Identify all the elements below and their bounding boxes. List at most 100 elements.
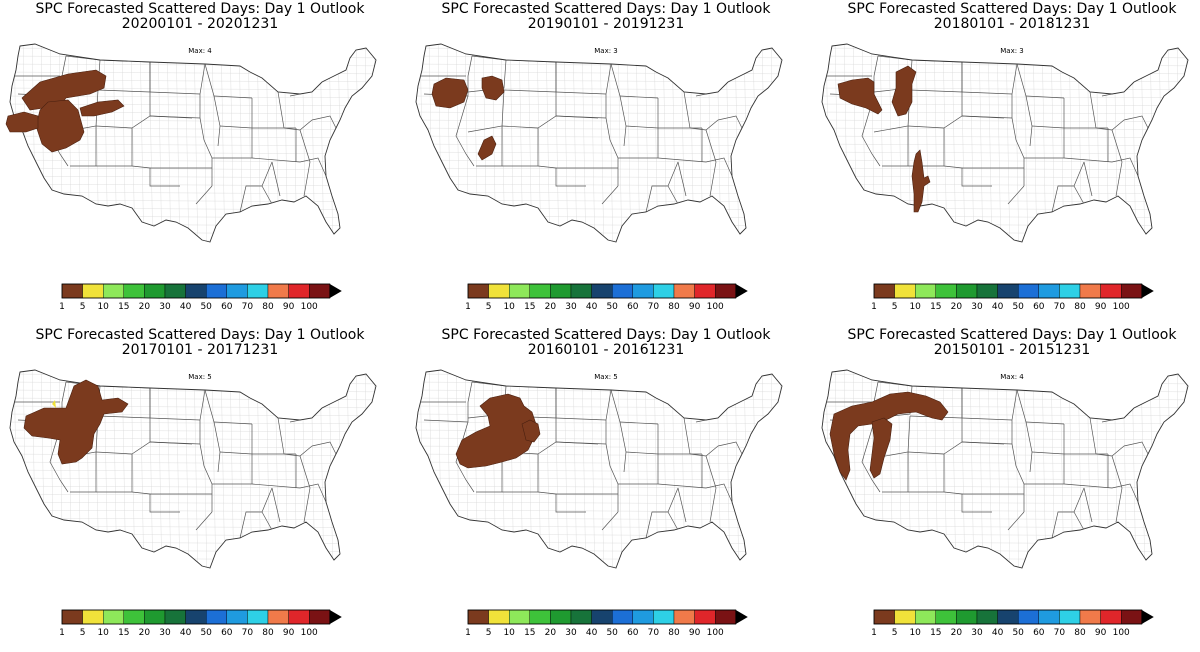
colorbar-segment — [123, 283, 145, 299]
colorbar-segment — [309, 609, 331, 625]
us-outline — [9, 369, 377, 569]
colorbar-tick-label: 20 — [138, 628, 151, 638]
panel-period: 20180101 - 20181231 — [933, 16, 1091, 32]
colorbar — [467, 609, 748, 625]
colorbar-segment — [997, 283, 1019, 299]
panel-period: 20160101 - 20161231 — [527, 342, 685, 358]
colorbar-segment — [1017, 609, 1039, 625]
colorbar-overflow-arrow — [1141, 284, 1154, 298]
colorbar-tick-label: 30 — [565, 628, 577, 638]
colorbar-overflow-arrow — [329, 284, 342, 298]
panel-title: SPC Forecasted Scattered Days: Day 1 Out… — [35, 327, 365, 343]
colorbar-tick-label: 20 — [544, 302, 557, 312]
colorbar-segment — [61, 283, 83, 299]
colorbar-tick-label: 20 — [138, 302, 151, 312]
colorbar-segment — [653, 283, 675, 299]
colorbar-segment — [653, 609, 675, 625]
colorbar-tick-label: 10 — [97, 302, 109, 312]
colorbar-tick-label: 30 — [971, 628, 983, 638]
state-lines — [421, 55, 743, 213]
colorbar-segment — [591, 609, 613, 625]
colorbar-tick-label: 100 — [1112, 302, 1130, 312]
colorbar-tick-label: 1 — [465, 302, 471, 312]
colorbar-tick-label: 80 — [1074, 302, 1086, 312]
panel-title: SPC Forecasted Scattered Days: Day 1 Out… — [441, 327, 771, 343]
colorbar-segment — [529, 283, 551, 299]
colorbar-segment — [185, 609, 207, 625]
colorbar-segment — [164, 609, 186, 625]
colorbar-tick-label: 15 — [524, 302, 536, 312]
colorbar-segment — [570, 283, 592, 299]
colorbar-segment — [164, 283, 186, 299]
colorbar-segment — [956, 609, 978, 625]
scattered-risk-area — [455, 393, 537, 469]
colorbar-tick-label: 50 — [200, 302, 212, 312]
colorbar-segment — [247, 609, 269, 625]
colorbar — [467, 283, 748, 299]
colorbar-tick-label: 80 — [1074, 628, 1086, 638]
colorbar-segment — [288, 609, 310, 625]
scattered-risk-area — [5, 111, 39, 133]
colorbar-tick-label: 40 — [991, 628, 1004, 638]
us-map — [821, 369, 1189, 569]
us-outline — [821, 369, 1189, 569]
colorbar-tick-label: 80 — [668, 302, 680, 312]
colorbar-segment — [914, 283, 936, 299]
colorbar-tick-label: 100 — [706, 628, 724, 638]
colorbar-tick-label: 70 — [241, 628, 254, 638]
scattered-risk-area — [521, 419, 541, 443]
colorbar-tick-label: 5 — [79, 302, 86, 312]
colorbar-segment — [102, 609, 124, 625]
colorbar-tick-label: 100 — [300, 302, 318, 312]
colorbar-segment — [611, 609, 633, 625]
scattered-risk-area — [869, 417, 893, 479]
colorbar-tick-label: 60 — [627, 302, 639, 312]
colorbar-segment — [976, 609, 998, 625]
colorbar-segment — [715, 609, 737, 625]
max-label: Max: 4 — [188, 47, 212, 55]
colorbar-tick-label: 60 — [627, 628, 639, 638]
max-label: Max: 5 — [594, 373, 618, 381]
colorbar-tick-label: 30 — [159, 302, 171, 312]
max-label: Max: 5 — [188, 373, 212, 381]
colorbar-segment — [205, 609, 227, 625]
colorbar-segment — [488, 609, 510, 625]
colorbar-tick-label: 70 — [1053, 302, 1066, 312]
colorbar-tick-label: 90 — [688, 628, 701, 638]
colorbar-overflow-arrow — [1141, 610, 1154, 624]
colorbar-tick-label: 70 — [1053, 628, 1066, 638]
colorbar-tick-label: 30 — [971, 302, 983, 312]
colorbar-segment — [1059, 609, 1081, 625]
colorbar-tick-label: 10 — [909, 302, 921, 312]
colorbar-segment — [1121, 609, 1143, 625]
outlook-panel-2017: SPC Forecasted Scattered Days: Day 1 Out… — [0, 326, 400, 652]
colorbar-segment — [1017, 283, 1039, 299]
colorbar-segment — [1079, 609, 1101, 625]
colorbar-segment — [570, 609, 592, 625]
colorbar-segment — [976, 283, 998, 299]
colorbar-segment — [247, 283, 269, 299]
colorbar-tick-label: 60 — [1033, 628, 1045, 638]
colorbar-tick-label: 100 — [1112, 628, 1130, 638]
colorbar-tick-label: 15 — [930, 628, 942, 638]
colorbar-segment — [226, 283, 248, 299]
scattered-risk-area — [477, 135, 497, 161]
colorbar-segment — [1100, 609, 1122, 625]
colorbar-segment — [673, 609, 695, 625]
colorbar-segment — [997, 609, 1019, 625]
colorbar-tick-label: 10 — [909, 628, 921, 638]
colorbar-frame — [873, 609, 1143, 625]
us-map — [5, 43, 377, 243]
panel-period: 20190101 - 20191231 — [527, 16, 685, 32]
scattered-risk-area — [431, 77, 469, 109]
colorbar-tick-label: 15 — [118, 628, 130, 638]
colorbar-tick-label: 10 — [97, 628, 109, 638]
colorbar-tick-label: 50 — [606, 302, 618, 312]
colorbar-segment — [488, 283, 510, 299]
colorbar — [61, 609, 342, 625]
colorbar-overflow-arrow — [329, 610, 342, 624]
colorbar-tick-label: 15 — [118, 302, 130, 312]
colorbar-tick-label: 80 — [262, 302, 274, 312]
colorbar-tick-label: 50 — [1012, 302, 1024, 312]
colorbar-tick-label: 60 — [221, 628, 233, 638]
